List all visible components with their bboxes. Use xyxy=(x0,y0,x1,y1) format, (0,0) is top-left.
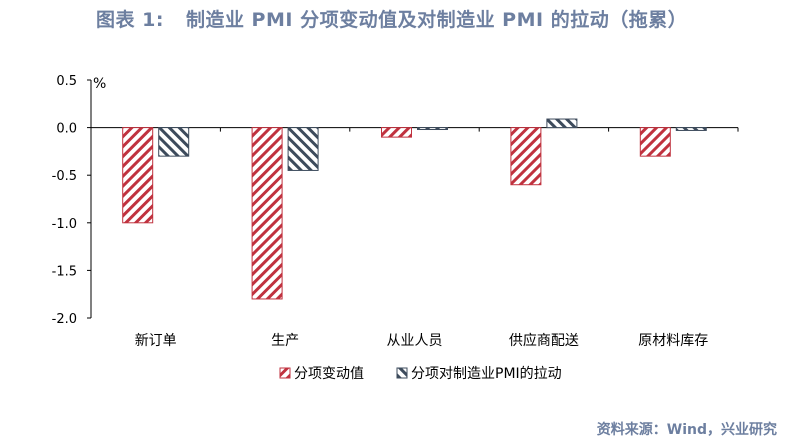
x-tick-label: 从业人员 xyxy=(387,333,443,349)
bar-change xyxy=(251,127,283,300)
source-note: 资料来源：Wind，兴业研究 xyxy=(596,422,777,438)
legend-label: 分项对制造业PMI的拉动 xyxy=(411,366,562,382)
bar-change xyxy=(381,127,412,138)
y-tick-label: -1.5 xyxy=(52,264,77,279)
legend-swatch xyxy=(396,367,408,379)
chart-title: 图表 1: 制造业 PMI 分项变动值及对制造业 PMI 的拉动（拖累） xyxy=(96,6,687,34)
bar-change xyxy=(639,127,671,157)
legend-swatch xyxy=(279,367,291,379)
x-tick-label: 原材料库存 xyxy=(638,333,708,349)
chart-title-text: 制造业 PMI 分项变动值及对制造业 PMI 的拉动（拖累） xyxy=(185,9,688,31)
y-tick-label: -2.0 xyxy=(52,312,77,327)
x-tick-label: 生产 xyxy=(271,333,299,349)
chart-bars xyxy=(122,118,707,300)
legend-label: 分项变动值 xyxy=(294,366,364,382)
y-tick-label: 0.0 xyxy=(56,122,77,137)
bar-contribution xyxy=(546,118,578,129)
bar-contribution xyxy=(287,127,319,171)
y-tick-label: -1.0 xyxy=(52,217,77,232)
bar-change xyxy=(122,127,154,224)
y-tick-label: -0.5 xyxy=(52,169,77,184)
bar-contribution xyxy=(417,127,448,131)
chart-legend: 分项变动值 分项对制造业PMI的拉动 xyxy=(279,366,562,382)
y-tick-label: 0.5 xyxy=(56,74,77,89)
y-unit-label: % xyxy=(93,76,106,92)
bar-change xyxy=(510,127,542,186)
bar-contribution xyxy=(158,127,190,157)
chart-title-prefix: 图表 1: xyxy=(96,9,164,31)
bar-contribution xyxy=(675,127,707,131)
chart-axes: 0.5 0.0 -0.5 -1.0 -1.5 -2.0% 新订单 生产 从业人员 供应商配送 原材料… xyxy=(52,74,739,349)
x-tick-label: 供应商配送 xyxy=(509,332,579,349)
x-tick-label: 新订单 xyxy=(135,333,177,349)
